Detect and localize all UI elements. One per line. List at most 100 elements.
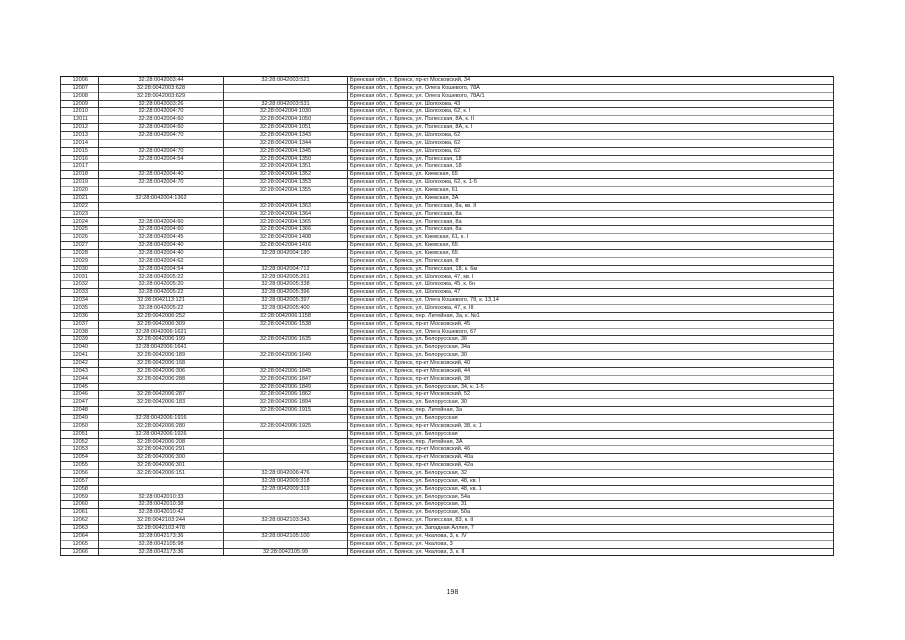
row-number-cell: 12020 bbox=[60, 186, 99, 195]
address-cell: Брянская обл., г. Брянск, ул. Шолохова, … bbox=[347, 107, 834, 116]
row-number-cell: 12033 bbox=[60, 288, 99, 297]
cadastral-number-land-cell: 32:28:0042003:44 bbox=[98, 76, 224, 85]
cadastral-number-building-cell: 32:28:0042006:1635 bbox=[223, 335, 348, 344]
row-number-cell: 12008 bbox=[60, 91, 99, 101]
table-row: 12066 32:28:0042173:36 32:28:0042105:99 Бря… bbox=[60, 547, 834, 557]
cadastral-number-land-cell: 32:28:0042004:40 bbox=[98, 241, 224, 250]
cadastral-number-building-cell: 32:28:0042004:1051 bbox=[223, 123, 348, 132]
cadastral-number-land-cell: 32:28:0042006:1926 bbox=[98, 429, 224, 439]
cadastral-number-building-cell: 32:28:0042004:1350 bbox=[223, 154, 348, 163]
cadastral-number-land-cell: 32:28:0042173:36 bbox=[98, 547, 224, 557]
row-number-cell: 12015 bbox=[60, 146, 99, 156]
address-cell: Брянская обл., г. Брянск, ул. Белорусска… bbox=[347, 508, 834, 517]
cadastral-number-building-cell bbox=[223, 461, 348, 470]
cadastral-number-land-cell: 32:28:0042006:1621 bbox=[98, 327, 224, 336]
row-number-cell: 12058 bbox=[60, 484, 99, 494]
cadastral-number-land-cell: 32:28:0042004:40 bbox=[98, 248, 224, 258]
cadastral-number-land-cell: 32:28:0042006:199 bbox=[98, 335, 224, 344]
address-cell: Брянская обл., г. Брянск, ул. Западная А… bbox=[347, 523, 834, 533]
table-row: 12029 32:28:0042004:62 Брянская обл., г. Б… bbox=[60, 256, 834, 266]
table-row: 12022 32:28:0042004:1363 Брянская обл., г.… bbox=[60, 201, 834, 211]
row-number-cell: 12063 bbox=[60, 523, 99, 533]
table-row: 12063 32:28:0042103:478 Брянская обл., г. … bbox=[60, 523, 834, 533]
cadastral-number-building-cell: 32:28:0042004:1353 bbox=[223, 178, 348, 187]
cadastral-number-land-cell: 32:28:0042006:291 bbox=[98, 445, 224, 454]
address-cell: Брянская обл., г. Брянск, пр-кт Московск… bbox=[347, 366, 834, 376]
row-number-cell: 12022 bbox=[60, 201, 99, 211]
address-cell: Брянская обл., г. Брянск, ул. Белорусска… bbox=[347, 335, 834, 344]
cadastral-number-land-cell: 32:28:0042004:40 bbox=[98, 170, 224, 179]
address-cell: Брянская обл., г. Брянск, ул. Белорусска… bbox=[347, 343, 834, 352]
address-cell: Брянская обл., г. Брянск, пр-кт Московск… bbox=[347, 390, 834, 399]
table-row: 12058 32:28:0042009:319 Брянская обл., г. … bbox=[60, 484, 834, 494]
cadastral-number-building-cell: 32:28:0042006:1847 bbox=[223, 374, 348, 384]
table-row: 12051 32:28:0042006:1926 Брянская обл., г.… bbox=[60, 429, 834, 439]
table-row: 12016 32:28:0042004:54 32:28:0042004:1350 Б… bbox=[60, 154, 834, 163]
cadastral-number-building-cell bbox=[223, 343, 348, 352]
table-row: 12040 32:28:0042006:1641 Брянская обл., г.… bbox=[60, 343, 834, 352]
cadastral-number-land-cell bbox=[98, 162, 224, 171]
table-row: 12030 32:28:0042004:54 32:28:0042004:712 Бр… bbox=[60, 264, 834, 273]
cadastral-number-building-cell bbox=[223, 413, 348, 423]
row-number-cell: 12007 bbox=[60, 83, 99, 93]
row-number-cell: 12032 bbox=[60, 280, 99, 289]
row-number-cell: 12062 bbox=[60, 516, 99, 525]
table-row: 12013 32:28:0042004:70 32:28:0042004:1343 Б… bbox=[60, 131, 834, 140]
table-row: 12031 32:28:0042005:22 32:28:0042005:261 Бр… bbox=[60, 272, 834, 281]
row-number-cell: 12009 bbox=[60, 99, 99, 108]
cadastral-number-land-cell: 32:28:0042003:628 bbox=[98, 83, 224, 93]
address-cell: Брянская обл., г. Брянск, ул. Чкалова, 3 bbox=[347, 539, 834, 549]
cadastral-number-building-cell: 32:28:0042004:1364 bbox=[223, 209, 348, 218]
cadastral-number-land-cell bbox=[98, 484, 224, 494]
address-cell: Брянская обл., г. Брянск, ул. Полесская,… bbox=[347, 201, 834, 211]
cadastral-number-building-cell: 32:28:0042004:712 bbox=[223, 264, 348, 273]
row-number-cell: 12025 bbox=[60, 225, 99, 234]
cadastral-number-building-cell: 32:28:0042003:531 bbox=[223, 99, 348, 108]
cadastral-number-building-cell: 32:28:0042004:1366 bbox=[223, 225, 348, 234]
cadastral-number-building-cell: 32:28:0042006:1894 bbox=[223, 398, 348, 407]
row-number-cell: 12039 bbox=[60, 335, 99, 344]
cadastral-number-land-cell: 32:28:0042006:309 bbox=[98, 319, 224, 328]
address-cell: Брянская обл., г. Брянск, ул. Полесская,… bbox=[347, 123, 834, 132]
table-row: 12061 32:28:0042010:42 Брянская обл., г. Б… bbox=[60, 508, 834, 517]
table-row: 12041 32:28:0042006:189 32:28:0042006:1649… bbox=[60, 351, 834, 360]
address-cell: Брянская обл., г. Брянск, ул. Шолохова, … bbox=[347, 146, 834, 156]
cadastral-number-building-cell: 32:28:0042004:1351 bbox=[223, 162, 348, 171]
row-number-cell: 12024 bbox=[60, 217, 99, 226]
address-cell: Брянская обл., г. Брянск, ул. Олега Коше… bbox=[347, 91, 834, 101]
cadastral-number-land-cell: 32:28:0042010:33 bbox=[98, 492, 224, 501]
row-number-cell: 12006 bbox=[60, 76, 99, 85]
cadastral-number-building-cell bbox=[223, 500, 348, 509]
cadastral-number-building-cell: 32:28:0042004:1365 bbox=[223, 217, 348, 226]
cadastral-number-land-cell: 32:28:0042113:121 bbox=[98, 296, 224, 305]
address-cell: Брянская обл., г. Брянск, пр-кт Московск… bbox=[347, 461, 834, 470]
row-number-cell: 12012 bbox=[60, 123, 99, 132]
table-row: 12032 32:28:0042005:20 32:28:0042005:338 Бр… bbox=[60, 280, 834, 289]
cadastral-number-land-cell: 32:28:0042005:20 bbox=[98, 280, 224, 289]
table-row: 12009 32:28:0042003:26 32:28:0042003:531 Бр… bbox=[60, 99, 834, 108]
cadastral-number-building-cell: 32:28:0042006:1158 bbox=[223, 311, 348, 321]
cadastral-number-land-cell: 32:28:0042006:280 bbox=[98, 421, 224, 431]
address-cell: Брянская обл., г. Брянск, ул. Шолохова, … bbox=[347, 99, 834, 108]
address-cell: Брянская обл., г. Брянск, ул. Киевская, … bbox=[347, 193, 834, 203]
table-row: 12060 32:28:0042010:38 Брянская обл., г. Б… bbox=[60, 500, 834, 509]
address-cell: Брянская обл., г. Брянск, пр-кт Московск… bbox=[347, 445, 834, 454]
row-number-cell: 12038 bbox=[60, 327, 99, 336]
table-row: 12054 32:28:0042006:300 Брянская обл., г. … bbox=[60, 453, 834, 462]
address-cell: Брянская обл., г. Брянск, ул. Полесская,… bbox=[347, 209, 834, 218]
address-cell: Брянская обл., г. Брянск, пр-кт Московск… bbox=[347, 453, 834, 462]
address-cell: Брянская обл., г. Брянск, ул. Полесская,… bbox=[347, 154, 834, 163]
row-number-cell: 12056 bbox=[60, 468, 99, 478]
cadastral-number-building-cell: 32:28:0042004:1352 bbox=[223, 170, 348, 179]
cadastral-number-land-cell bbox=[98, 201, 224, 211]
table-row: 12007 32:28:0042003:628 Брянская обл., г. … bbox=[60, 83, 834, 93]
address-cell: Брянская обл., г. Брянск, пр-кт Московск… bbox=[347, 374, 834, 384]
address-cell: Брянская обл., г. Брянск, ул. Киевская, … bbox=[347, 186, 834, 195]
cadastral-number-land-cell: 32:28:0042005:22 bbox=[98, 288, 224, 297]
table-row: 12038 32:28:0042006:1621 Брянская обл., г.… bbox=[60, 327, 834, 336]
row-number-cell: 12057 bbox=[60, 476, 99, 486]
cadastral-number-land-cell: 32:28:0042004:70 bbox=[98, 146, 224, 156]
cadastral-number-land-cell: 32:28:0042004:45 bbox=[98, 233, 224, 242]
cadastral-number-building-cell bbox=[223, 83, 348, 93]
table-row: 12033 32:28:0042005:22 32:28:0042005:396 Бр… bbox=[60, 288, 834, 297]
